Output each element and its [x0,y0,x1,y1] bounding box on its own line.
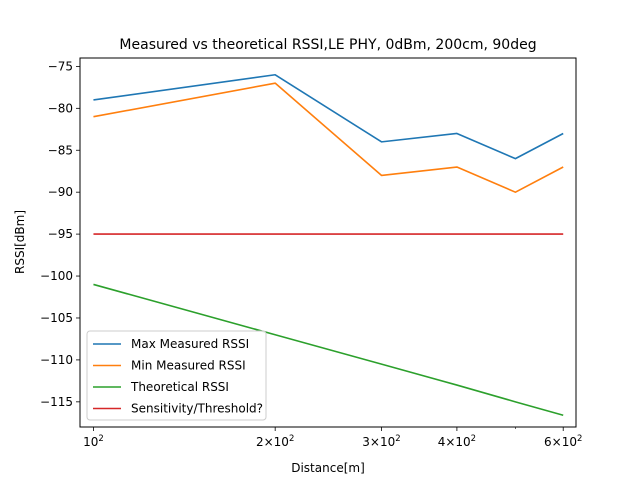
y-tick-label: −90 [48,185,73,199]
x-axis: 102 2×102 3×102 4×102 6×102 [83,427,582,449]
legend-box [86,330,267,421]
y-tick-label: −80 [48,101,73,115]
x-tick-label: 6×102 [544,434,582,449]
legend-label: Max Measured RSSI [131,337,249,351]
y-tick-label: −110 [40,353,73,367]
legend: Max Measured RSSI Min Measured RSSI Theore… [86,330,267,421]
series-layer [93,73,564,417]
x-tick-label: 2×102 [256,434,294,449]
y-tick-label: −115 [40,395,73,409]
series-line-1 [93,73,564,160]
y-tick-label: −100 [40,269,73,283]
y-tick-label: −95 [48,227,73,241]
y-tick-label: −85 [48,143,73,157]
y-axis: −75 −80 −85 −90 −95 −100 −105 −110 −115 [40,59,80,409]
x-tick-label: 102 [83,434,104,449]
legend-label: Min Measured RSSI [131,359,246,373]
legend-label: Theoretical RSSI [130,380,229,394]
x-tick-label: 4×102 [438,434,476,449]
y-axis-label: RSSI[dBm] [13,210,27,274]
y-tick-label: −75 [48,59,73,73]
series-line-2 [93,82,564,193]
legend-label: Sensitivity/Threshold? [131,402,263,416]
x-axis-label: Distance[m] [291,461,365,475]
axes-frame [79,57,577,428]
series-line-3 [93,283,564,417]
y-tick-label: −105 [40,311,73,325]
x-tick-label: 3×102 [362,434,400,449]
chart-title: Measured vs theoretical RSSI,LE PHY, 0dB… [119,37,536,53]
